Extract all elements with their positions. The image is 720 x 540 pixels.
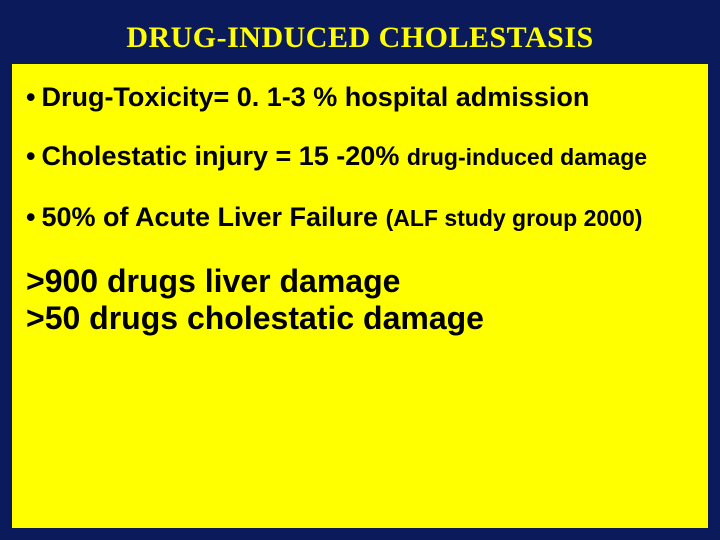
slide: DRUG-INDUCED CHOLESTASIS • Drug-Toxicity… <box>0 0 720 540</box>
slide-body: • Drug-Toxicity= 0. 1-3 % hospital admis… <box>12 64 708 337</box>
slide-title: DRUG-INDUCED CHOLESTASIS <box>12 12 708 64</box>
bullet-dot-icon: • <box>26 202 35 233</box>
spacer <box>26 233 696 263</box>
spacer <box>26 113 696 141</box>
bullet-text-main: Cholestatic injury = 15 -20% <box>41 141 406 171</box>
emphasis-line: >900 drugs liver damage <box>26 263 696 300</box>
bullet-text-main: 50% of Acute Liver Failure <box>41 202 385 232</box>
bullet-text-main: Drug-Toxicity= 0. 1-3 % hospital admissi… <box>41 82 589 112</box>
bullet-item: • 50% of Acute Liver Failure (ALF study … <box>26 202 696 233</box>
spacer <box>26 172 696 202</box>
bullet-text-sub: (ALF study group 2000) <box>386 205 643 231</box>
bullet-dot-icon: • <box>26 82 35 113</box>
bullet-item: • Drug-Toxicity= 0. 1-3 % hospital admis… <box>26 82 696 113</box>
emphasis-line: >50 drugs cholestatic damage <box>26 300 696 337</box>
bullet-item: • Cholestatic injury = 15 -20% drug-indu… <box>26 141 696 172</box>
bullet-dot-icon: • <box>26 141 35 172</box>
bullet-text-sub: drug-induced damage <box>407 144 647 170</box>
